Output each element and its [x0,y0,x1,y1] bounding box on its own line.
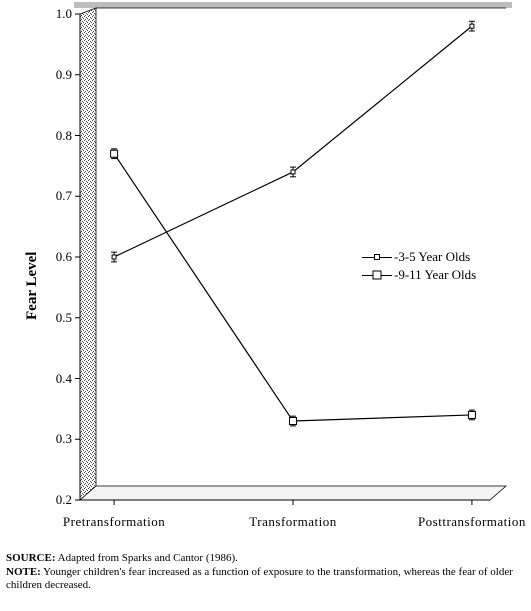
source-caption: SOURCE: Adapted from Sparks and Cantor (… [6,552,526,565]
y-tick-label: 0.2 [56,492,72,508]
x-tick-label: Pretransformation [63,514,165,530]
y-tick-label: 1.0 [56,6,72,22]
y-tick-label: 0.7 [56,188,72,204]
y-tick-label: 0.4 [56,371,72,387]
note-caption: NOTE: Younger children's fear increased … [6,566,526,592]
legend-item: -3-5 Year Olds [362,248,476,266]
page-root: Fear Level 0.20.30.40.50.60.70.80.91.0 P… [0,0,531,611]
legend-item: -9-11 Year Olds [362,266,476,284]
note-text: Younger children's fear increased as a f… [6,566,513,591]
legend-label: -9-11 Year Olds [394,266,476,284]
source-text: Adapted from Sparks and Cantor (1986). [56,552,238,564]
source-label: SOURCE: [6,552,56,564]
legend: -3-5 Year Olds-9-11 Year Olds [362,248,476,284]
legend-label: -3-5 Year Olds [394,248,470,266]
small-square-marker-icon [362,250,392,264]
y-tick-label: 0.5 [56,310,72,326]
y-tick-label: 0.9 [56,67,72,83]
x-tick-label: Posttransformation [418,514,526,530]
note-label: NOTE: [6,566,41,578]
square-marker-icon [362,268,392,282]
y-tick-label: 0.8 [56,128,72,144]
y-tick-label: 0.3 [56,431,72,447]
y-tick-label: 0.6 [56,249,72,265]
x-tick-label: Transformation [249,514,336,530]
